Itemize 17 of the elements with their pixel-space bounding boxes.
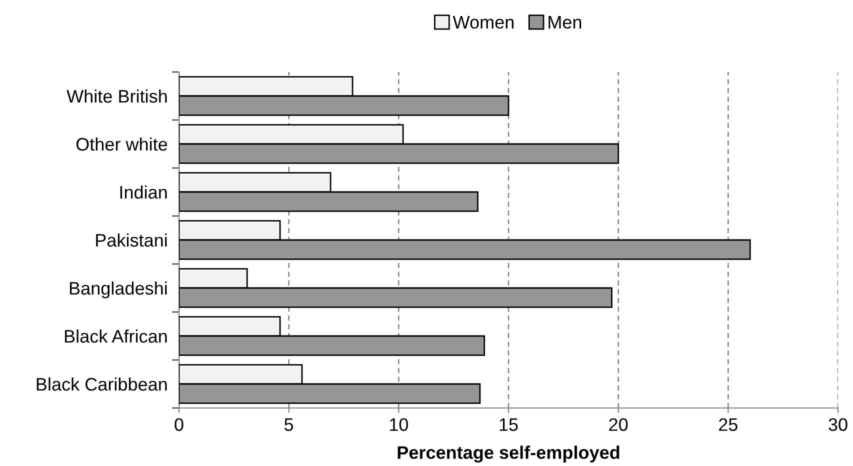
y-tick-label: Black African [65, 329, 167, 343]
legend-label: Women [452, 16, 514, 29]
x-axis-title: Percentage self-employed [398, 446, 620, 463]
y-tick-label: Pakistani [96, 233, 167, 247]
x-tick-label: 15 [500, 418, 518, 431]
x-tick-label: 30 [828, 418, 848, 431]
y-tick-label: Other white [76, 137, 168, 151]
y-tick-label: Bangladeshi [70, 281, 167, 298]
legend-label: Men [548, 16, 582, 29]
y-tick-label: White British [66, 89, 167, 103]
x-tick-label: 25 [719, 418, 738, 431]
x-tick-label: 0 [174, 418, 184, 431]
x-tick-label: 10 [390, 418, 408, 431]
x-tick-label: 5 [284, 418, 294, 431]
y-tick-label: Indian [120, 185, 167, 199]
x-tick-label: 20 [609, 418, 628, 431]
y-tick-label: Black Caribbean [36, 377, 167, 391]
